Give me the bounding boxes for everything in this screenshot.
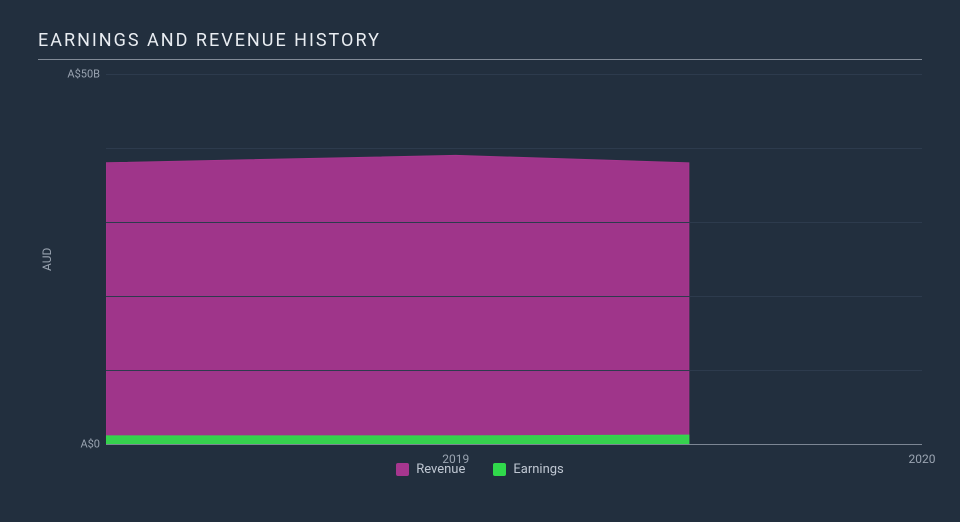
legend: RevenueEarnings xyxy=(38,444,922,477)
plot-area xyxy=(106,74,922,444)
grid-line xyxy=(106,148,922,149)
y-tick-label: A$0 xyxy=(80,438,100,451)
legend-swatch xyxy=(493,463,506,476)
x-tick-label: 2020 xyxy=(909,452,936,466)
series-area xyxy=(106,435,689,444)
chart-body: AUD A$0A$50B xyxy=(38,74,922,444)
chart-container: EARNINGS AND REVENUE HISTORY AUD A$0A$50… xyxy=(0,0,960,522)
y-tick-label: A$50B xyxy=(67,68,100,81)
legend-swatch xyxy=(396,463,409,476)
x-tick-label: 2019 xyxy=(442,452,469,466)
legend-label: Earnings xyxy=(513,462,563,477)
series-area xyxy=(106,155,689,444)
grid-line xyxy=(106,222,922,223)
grid-line xyxy=(106,370,922,371)
legend-item: Earnings xyxy=(493,462,563,477)
area-svg xyxy=(106,74,922,444)
chart-title: EARNINGS AND REVENUE HISTORY xyxy=(38,30,922,60)
y-tick-labels: A$0A$50B xyxy=(56,74,106,444)
x-axis-line xyxy=(106,444,922,445)
grid-line xyxy=(106,74,922,75)
y-axis-title: AUD xyxy=(38,74,56,444)
grid-line xyxy=(106,296,922,297)
